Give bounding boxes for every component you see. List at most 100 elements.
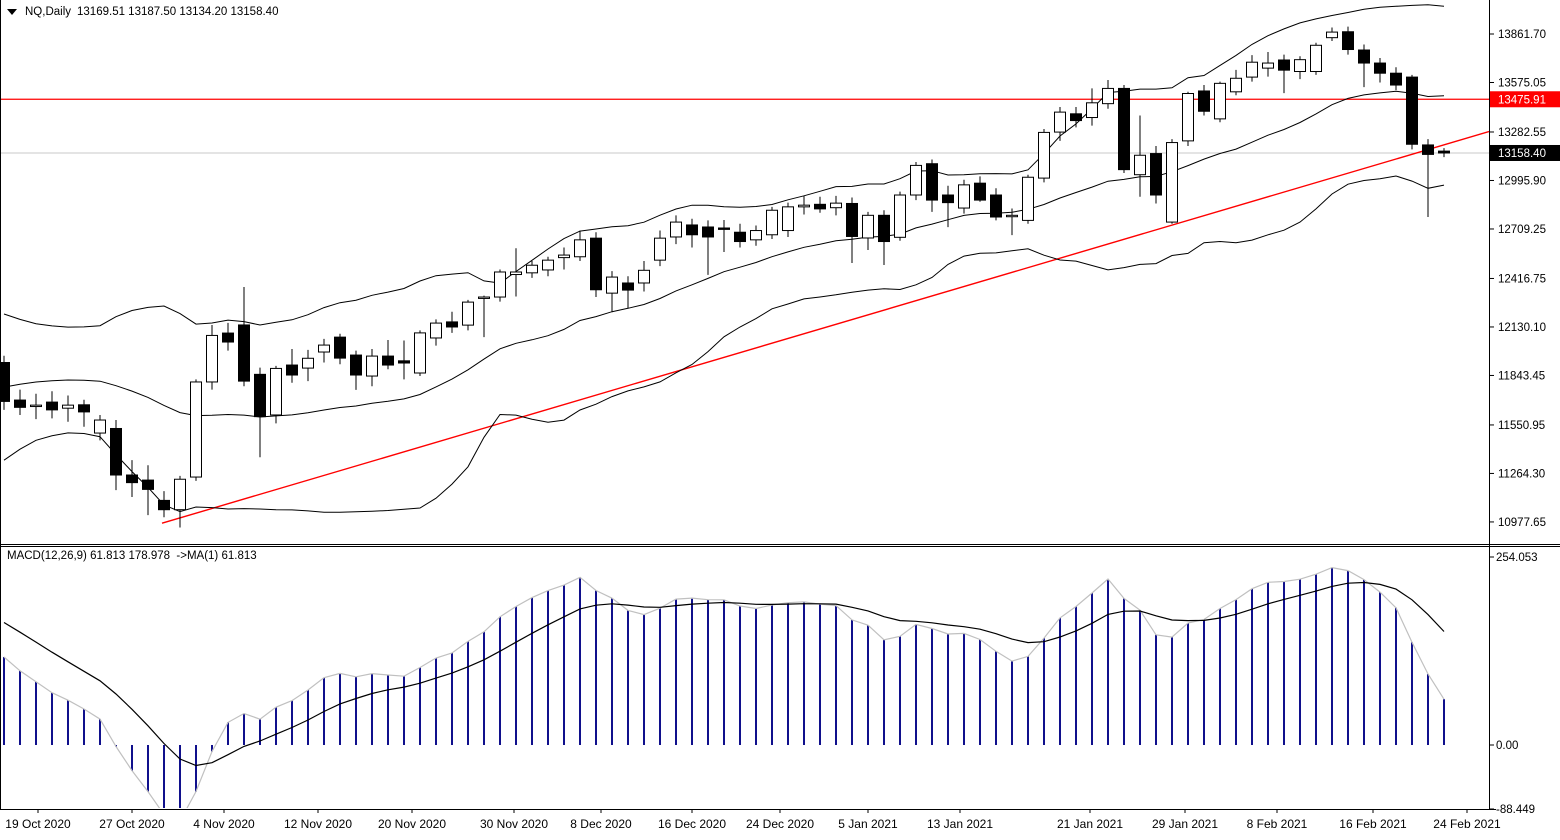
candle-bull bbox=[318, 344, 330, 353]
candle-bull bbox=[654, 237, 666, 261]
candle-bull bbox=[366, 355, 378, 377]
candle-bear bbox=[238, 324, 250, 382]
time-tick-label[interactable]: 5 Jan 2021 bbox=[838, 817, 898, 831]
candle-bull bbox=[94, 419, 106, 434]
candle-bear bbox=[1374, 62, 1386, 74]
price-tick-label: 12130.10 bbox=[1498, 322, 1546, 334]
macd-tick-label: -88.449 bbox=[1496, 804, 1535, 816]
candle-bear bbox=[1118, 87, 1130, 171]
candle-bear bbox=[110, 427, 122, 476]
candle-bear bbox=[990, 194, 1002, 218]
candle-bull bbox=[62, 404, 74, 409]
price-label-value: 13475.91 bbox=[1498, 94, 1546, 106]
candle-bear bbox=[78, 404, 90, 413]
time-tick-label[interactable]: 16 Dec 2020 bbox=[658, 817, 726, 831]
time-tick-label[interactable]: 12 Nov 2020 bbox=[284, 817, 352, 831]
candle-bear bbox=[158, 499, 170, 511]
candle-bull bbox=[462, 301, 474, 326]
candle-bull bbox=[1214, 82, 1226, 120]
candle-bull bbox=[494, 271, 506, 298]
candle-bull bbox=[1294, 59, 1306, 73]
candle-bear bbox=[846, 202, 858, 237]
time-tick-label[interactable]: 13 Jan 2021 bbox=[927, 817, 993, 831]
candle-bear bbox=[718, 227, 730, 230]
ohlc-values: 13169.51 13187.50 13134.20 13158.40 bbox=[77, 6, 279, 18]
candle-bull bbox=[1182, 93, 1194, 142]
price-tick-label: 10977.65 bbox=[1498, 517, 1546, 529]
candle-bull bbox=[1006, 214, 1018, 218]
candle-bear bbox=[878, 214, 890, 243]
time-tick-label[interactable]: 20 Nov 2020 bbox=[378, 817, 446, 831]
candle-bull bbox=[1086, 102, 1098, 119]
price-label-box bbox=[1490, 91, 1560, 108]
candle-bull bbox=[174, 478, 186, 511]
candle-bear bbox=[1198, 90, 1210, 112]
candle-bear bbox=[622, 282, 634, 291]
candle-bear bbox=[1422, 144, 1434, 155]
candle-bear bbox=[1070, 113, 1082, 122]
candle-bull bbox=[910, 164, 922, 196]
time-tick-label[interactable]: 30 Nov 2020 bbox=[480, 817, 548, 831]
candle-bull bbox=[510, 271, 522, 276]
time-tick-label[interactable]: 4 Nov 2020 bbox=[193, 817, 255, 831]
band-middle-line bbox=[3, 90, 1445, 418]
candle-bull bbox=[526, 264, 538, 274]
candle-bull bbox=[606, 276, 618, 294]
candle-bear bbox=[446, 321, 458, 328]
candle-bear bbox=[1150, 153, 1162, 196]
trendline[interactable] bbox=[161, 130, 1489, 524]
candle-bear bbox=[1438, 150, 1450, 154]
candle-bear bbox=[126, 474, 138, 484]
macd-line bbox=[3, 566, 1445, 808]
time-tick-label[interactable]: 24 Feb 2021 bbox=[1433, 817, 1501, 831]
candle-bull bbox=[1230, 77, 1242, 93]
price-pane[interactable] bbox=[0, 4, 1489, 528]
candle-bear bbox=[590, 237, 602, 291]
time-tick-label[interactable]: 27 Oct 2020 bbox=[99, 817, 165, 831]
time-tick-label[interactable]: 8 Feb 2021 bbox=[1247, 817, 1308, 831]
price-tick-label: 11264.30 bbox=[1498, 468, 1545, 480]
candle-bull bbox=[30, 404, 42, 408]
candle-bear bbox=[398, 360, 410, 364]
candle-bear bbox=[254, 373, 266, 418]
candle-bull bbox=[958, 184, 970, 209]
candle-bull bbox=[894, 194, 906, 238]
candle-bull bbox=[574, 239, 586, 258]
candle-bull bbox=[1262, 62, 1274, 69]
candle-bear bbox=[1406, 76, 1418, 145]
band-lower-line bbox=[3, 175, 1445, 513]
candle-bull bbox=[206, 334, 218, 383]
price-tick-label: 13861.70 bbox=[1498, 29, 1546, 41]
price-label-value: 13158.40 bbox=[1498, 148, 1546, 160]
macd-pane[interactable] bbox=[3, 566, 1445, 822]
time-tick-label[interactable]: 16 Feb 2021 bbox=[1339, 817, 1407, 831]
time-tick-label[interactable]: 8 Dec 2020 bbox=[570, 817, 632, 831]
candle-bull bbox=[766, 209, 778, 236]
time-tick-label[interactable]: 29 Jan 2021 bbox=[1152, 817, 1218, 831]
candle-bull bbox=[862, 214, 874, 239]
candle-bull bbox=[1102, 87, 1114, 105]
candle-bull bbox=[1134, 154, 1146, 176]
symbol-dropdown-icon[interactable] bbox=[7, 9, 17, 15]
candle-bear bbox=[926, 163, 938, 201]
symbol-period-label: NQ,Daily bbox=[25, 6, 72, 18]
price-tick-label: 13575.05 bbox=[1498, 77, 1546, 89]
macd-tick-label: 0.00 bbox=[1496, 740, 1518, 752]
candle-bull bbox=[670, 221, 682, 238]
candle-bear bbox=[334, 336, 346, 359]
candle-bull bbox=[750, 230, 762, 241]
candle-bear bbox=[142, 479, 154, 490]
candle-bear bbox=[1278, 59, 1290, 71]
candle-bull bbox=[1246, 61, 1258, 78]
time-tick-label[interactable]: 21 Jan 2021 bbox=[1057, 817, 1123, 831]
time-tick-label[interactable]: 24 Dec 2020 bbox=[746, 817, 814, 831]
price-tick-label: 13282.55 bbox=[1498, 127, 1546, 139]
time-tick-label[interactable]: 19 Oct 2020 bbox=[5, 817, 71, 831]
candle-bull bbox=[478, 296, 490, 299]
candle-bull bbox=[1038, 131, 1050, 179]
candle-bull bbox=[798, 204, 810, 208]
candle-bear bbox=[1342, 31, 1354, 51]
candle-bull bbox=[1166, 142, 1178, 223]
price-label-box bbox=[1490, 144, 1560, 161]
